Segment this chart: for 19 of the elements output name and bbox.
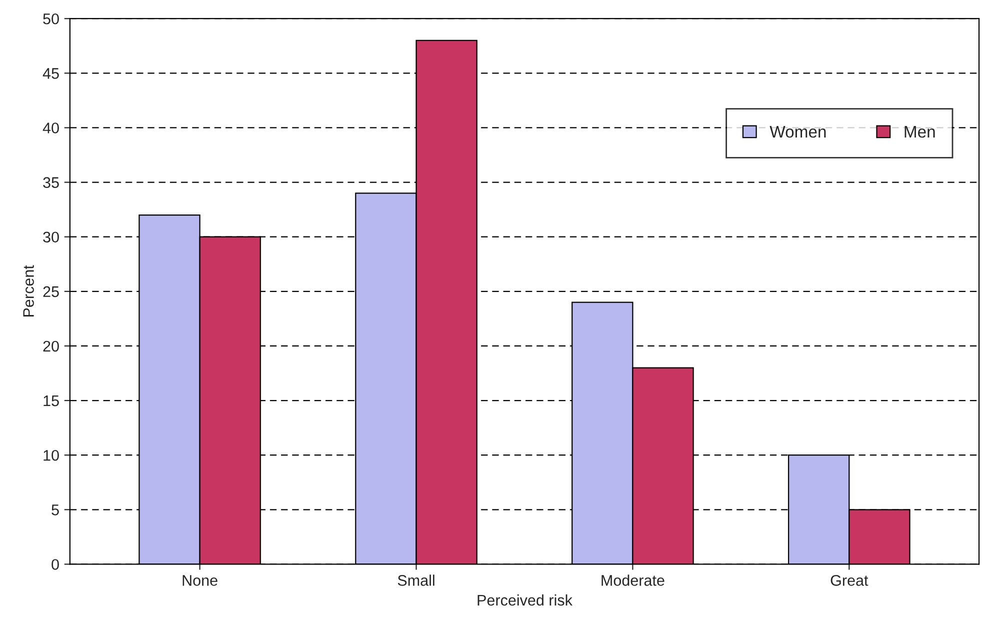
x-axis-title: Perceived risk [478, 594, 572, 606]
y-tick-label: 10 [44, 450, 59, 461]
y-tick-label: 40 [42, 122, 59, 134]
y-tick-label: 50 [43, 13, 59, 24]
y-tick-label: 25 [43, 286, 59, 298]
y-tick-label: 20 [43, 340, 59, 352]
x-tick-label: Small [398, 574, 434, 586]
x-tick-label: Moderate [602, 574, 664, 586]
y-tick-label: 30 [43, 232, 59, 243]
y-tick-label: 35 [43, 177, 59, 188]
x-tick-label: Great [830, 575, 868, 586]
x-tick-label: None [182, 575, 218, 586]
y-tick-label: 5 [52, 504, 59, 516]
legend-label: Women [770, 126, 826, 138]
y-tick-label: 0 [52, 559, 59, 570]
y-tick-label: 15 [44, 396, 59, 406]
y-tick-label: 45 [42, 68, 59, 79]
legend-label: Men [904, 126, 935, 138]
y-axis-title: Percent [23, 265, 34, 316]
